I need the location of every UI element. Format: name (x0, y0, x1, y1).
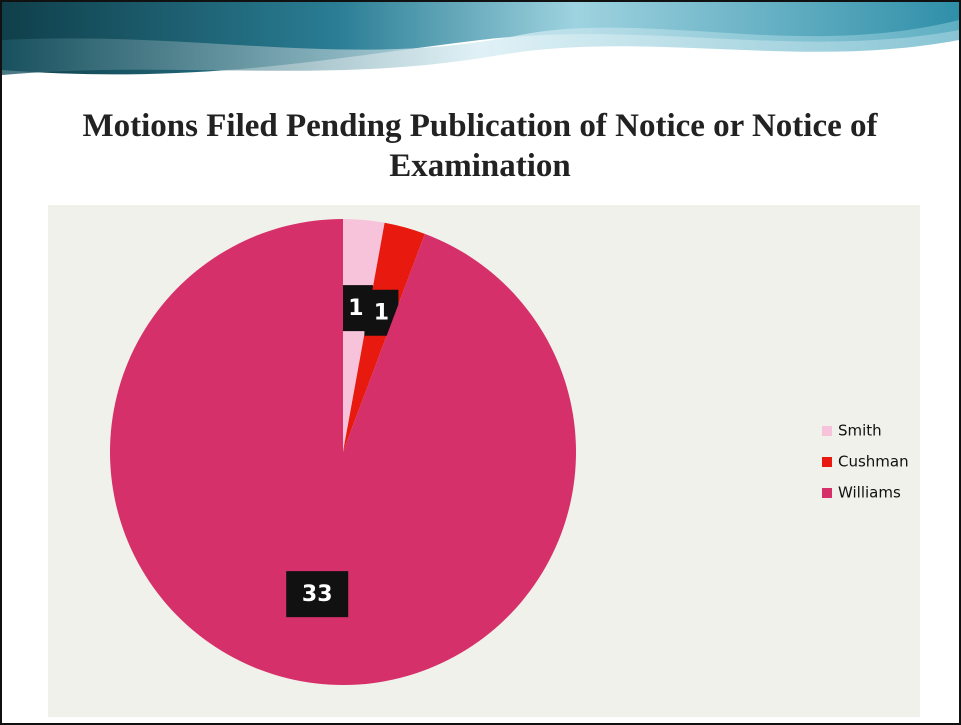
pie-slice (110, 219, 577, 685)
header-wave (2, 2, 959, 75)
data-label: 1 (348, 296, 363, 321)
data-label: 33 (302, 582, 333, 607)
legend-swatch (822, 426, 832, 436)
data-label: 1 (374, 301, 389, 326)
pie: 1 1 33 (110, 219, 577, 685)
legend-label: Smith (838, 422, 882, 440)
legend-label: Williams (838, 484, 901, 502)
legend: Smith Cushman Williams (822, 422, 909, 502)
chart-title: Motions Filed Pending Publication of Not… (82, 108, 878, 184)
pie-slice (343, 219, 385, 452)
data-label-box (286, 571, 349, 618)
legend-label: Cushman (838, 453, 909, 471)
legend-swatch (822, 488, 832, 498)
pie-slice (343, 222, 425, 452)
legend-swatch (822, 457, 832, 467)
